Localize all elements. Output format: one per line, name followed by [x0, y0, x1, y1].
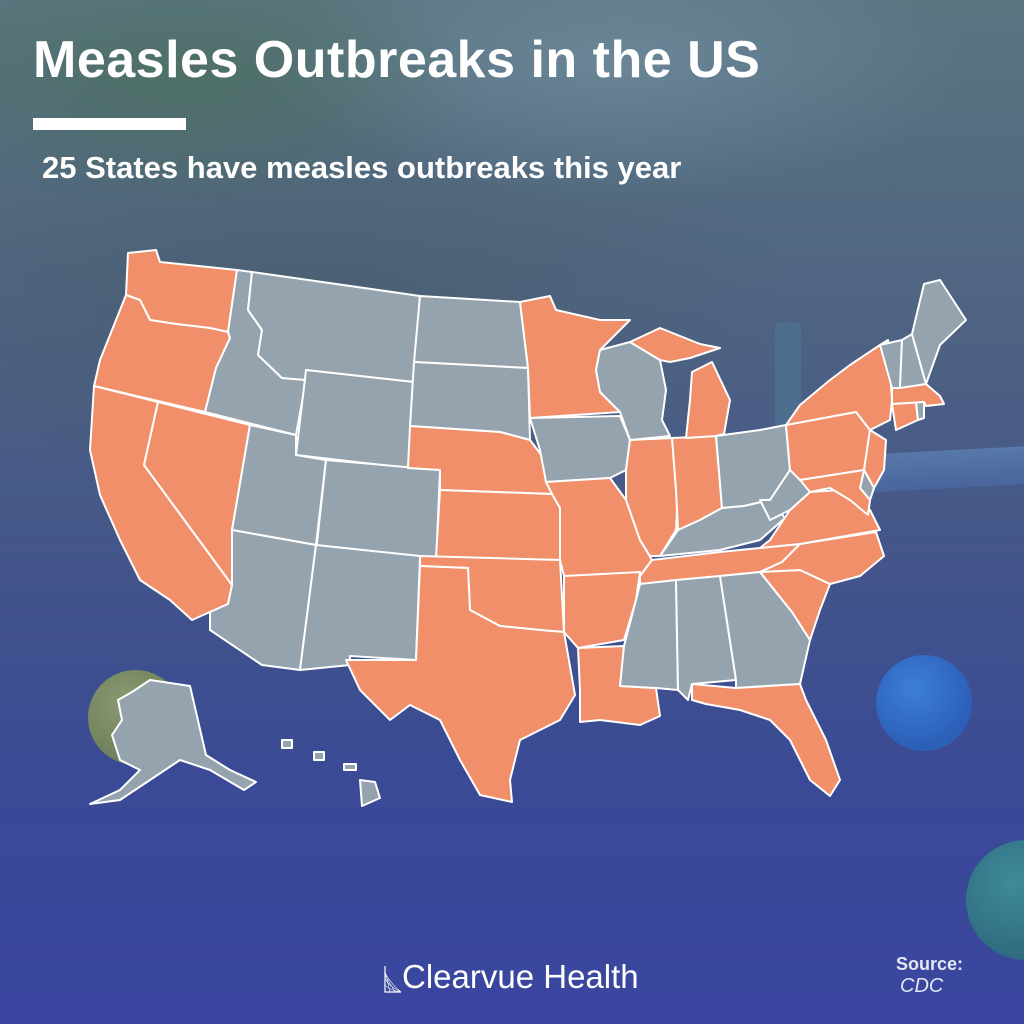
brand-logo: Clearvue Health [384, 960, 639, 993]
state-maryland[interactable] [799, 469, 871, 516]
page-subtitle: 25 States have measles outbreaks this ye… [42, 150, 682, 185]
state-wyoming[interactable] [295, 369, 415, 469]
page-title: Measles Outbreaks in the US [33, 31, 761, 89]
state-new-jersey[interactable] [863, 429, 887, 489]
brand-logo-icon [384, 966, 402, 993]
state-hawaii-big-island[interactable] [359, 779, 381, 807]
state-massachusetts[interactable] [891, 383, 945, 407]
state-kansas[interactable] [435, 489, 561, 561]
state-maine[interactable] [911, 279, 967, 385]
state-texas[interactable] [345, 565, 576, 803]
state-rhode-island[interactable] [915, 401, 925, 421]
source-label: Source: [896, 954, 964, 974]
source-credit: Source: CDC [896, 954, 963, 998]
state-north-dakota[interactable] [413, 295, 529, 369]
source-value: CDC [900, 975, 944, 997]
state-hawaii-islands[interactable] [281, 739, 357, 771]
state-north-carolina[interactable] [759, 531, 885, 585]
state-iowa[interactable] [529, 415, 631, 483]
state-montana[interactable] [247, 271, 421, 383]
state-arkansas[interactable] [563, 571, 641, 649]
state-alaska[interactable] [89, 679, 257, 805]
state-new-mexico[interactable] [299, 544, 421, 671]
state-florida[interactable] [691, 683, 841, 797]
brand-name: Clearvue Health [402, 958, 639, 995]
state-connecticut[interactable] [891, 401, 919, 431]
background-ball-blue [876, 655, 972, 751]
title-underline [33, 118, 186, 130]
